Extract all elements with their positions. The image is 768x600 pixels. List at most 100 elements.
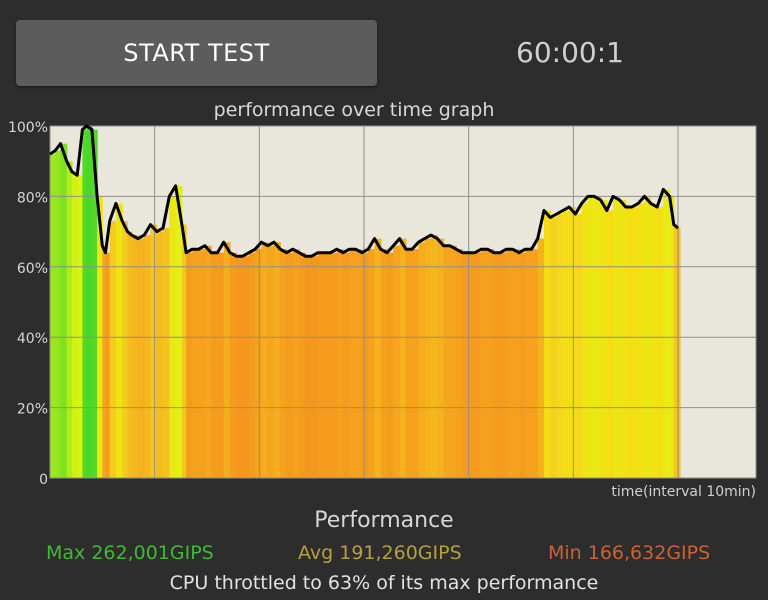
- heat-column: [115, 203, 123, 478]
- heat-column: [525, 249, 533, 478]
- heat-column: [600, 199, 608, 478]
- heat-column: [405, 249, 413, 478]
- heat-column: [127, 231, 133, 478]
- heat-column: [163, 228, 170, 478]
- heat-column: [305, 256, 313, 478]
- heat-column: [105, 252, 111, 478]
- heat-column: [150, 224, 158, 478]
- heat-column: [673, 224, 679, 478]
- heat-column: [144, 235, 152, 478]
- heat-column: [77, 175, 83, 479]
- heat-column: [424, 238, 432, 478]
- heat-column: [393, 245, 401, 478]
- heat-column: [481, 249, 489, 478]
- heat-column: [474, 252, 482, 478]
- heat-column: [512, 249, 520, 478]
- heat-column: [355, 249, 363, 478]
- heat-column: [625, 207, 633, 478]
- heat-column: [550, 217, 558, 478]
- heat-column: [387, 252, 394, 478]
- y-tick-label: 100%: [8, 120, 48, 136]
- heat-column: [487, 249, 495, 478]
- max-performance: Max 262,001GIPS: [46, 542, 214, 564]
- heat-column: [330, 252, 338, 478]
- y-axis-labels: 0 20% 40% 60% 80% 100%: [8, 120, 48, 488]
- heat-column: [131, 235, 139, 478]
- heat-column: [437, 238, 445, 478]
- heat-column: [556, 214, 564, 478]
- heat-column: [230, 252, 237, 478]
- heat-column: [412, 249, 419, 478]
- heat-column: [102, 245, 106, 478]
- min-performance: Min 166,632GIPS: [548, 542, 711, 564]
- heat-column: [324, 252, 332, 478]
- heat-column: [663, 189, 671, 478]
- heat-column: [368, 249, 376, 478]
- heat-column: [418, 242, 426, 478]
- heat-column: [255, 249, 262, 478]
- heat-column: [267, 245, 275, 478]
- throttle-summary: CPU throttled to 63% of its max performa…: [169, 572, 599, 594]
- performance-chart: 0 20% 40% 60% 80% 100%: [0, 116, 768, 506]
- avg-performance: Avg 191,260GIPS: [298, 542, 462, 564]
- heat-column: [286, 252, 294, 478]
- heat-column: [72, 171, 78, 479]
- heat-column: [569, 207, 576, 478]
- heat-column: [631, 207, 639, 478]
- start-test-button[interactable]: START TEST: [16, 20, 377, 86]
- heat-column: [204, 245, 212, 478]
- heat-column: [181, 224, 187, 478]
- heat-column: [175, 185, 183, 479]
- heat-column: [678, 228, 681, 478]
- heat-column: [137, 238, 145, 478]
- heat-column: [531, 249, 539, 478]
- heat-column: [638, 203, 646, 478]
- heat-column: [192, 249, 200, 478]
- heat-column: [156, 231, 164, 478]
- heat-column: [299, 252, 306, 478]
- heat-column: [606, 210, 614, 478]
- heat-column: [493, 252, 501, 478]
- heat-column: [544, 210, 551, 478]
- heat-column: [456, 249, 463, 478]
- stats-row: Max 262,001GIPS Avg 191,260GIPS Min 166,…: [0, 542, 768, 568]
- grid-layer: [49, 125, 757, 479]
- heat-column: [462, 252, 470, 478]
- heat-column: [581, 203, 589, 478]
- graph-title: performance over time graph: [213, 99, 495, 121]
- heat-column: [91, 129, 98, 478]
- heat-column: [223, 242, 231, 478]
- heat-column: [55, 150, 61, 478]
- heat-column: [211, 252, 219, 478]
- heat-column: [186, 252, 193, 478]
- y-tick-label: 40%: [17, 331, 48, 347]
- heat-column: [86, 126, 93, 478]
- heat-column: [217, 252, 225, 478]
- heat-column: [380, 249, 388, 478]
- heat-column: [336, 249, 344, 478]
- heat-column: [518, 252, 526, 478]
- heat-column: [50, 154, 56, 478]
- heat-column: [60, 143, 68, 478]
- heat-column: [317, 252, 325, 478]
- heat-column: [500, 252, 507, 478]
- performance-heading: Performance: [314, 508, 454, 533]
- heat-column: [431, 235, 438, 478]
- heat-column: [349, 249, 357, 478]
- heat-column: [292, 249, 300, 478]
- heat-column: [650, 203, 658, 478]
- y-tick-label: 60%: [17, 261, 48, 277]
- heat-column: [374, 238, 382, 478]
- heat-column: [399, 238, 407, 478]
- y-tick-label: 20%: [17, 402, 48, 418]
- heat-column: [657, 207, 664, 478]
- heat-column: [449, 245, 457, 478]
- heat-column: [575, 214, 583, 478]
- elapsed-timer: 60:00:1: [516, 36, 624, 69]
- heat-column: [122, 221, 128, 478]
- y-tick-label: 0: [39, 472, 48, 488]
- heat-column: [537, 238, 545, 478]
- x-axis-caption: time(interval 10min): [611, 484, 756, 500]
- y-tick-label: 80%: [17, 190, 48, 206]
- heat-column: [274, 242, 281, 478]
